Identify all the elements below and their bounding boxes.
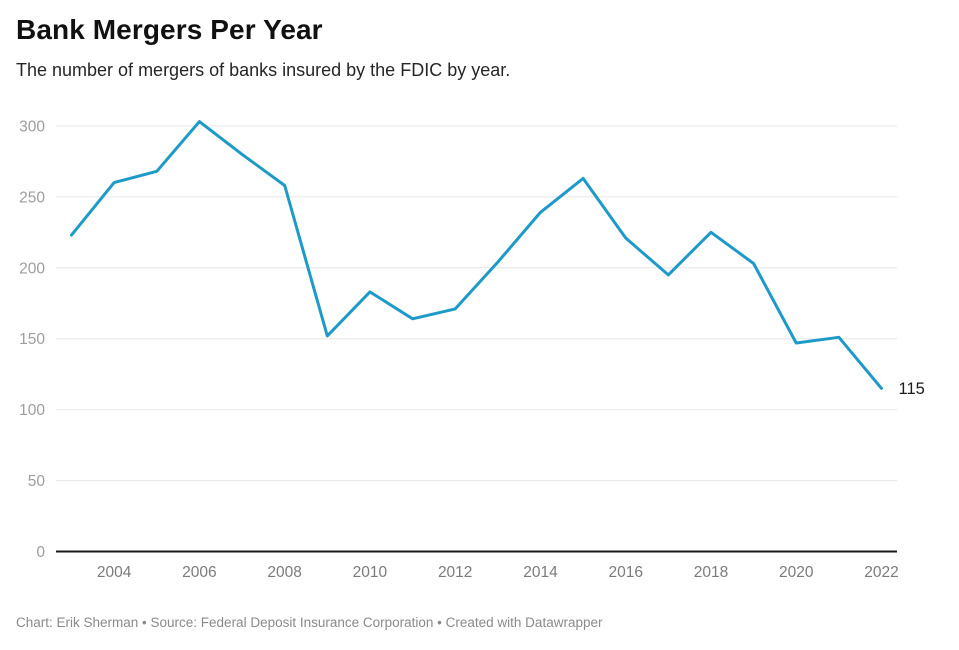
- chart-footer: Chart: Erik Sherman • Source: Federal De…: [16, 615, 603, 630]
- x-axis-tick-label: 2010: [353, 564, 388, 581]
- y-axis-tick-label: 50: [28, 473, 46, 490]
- x-axis-tick-label: 2022: [864, 564, 898, 581]
- y-axis-tick-label: 0: [36, 544, 45, 561]
- x-axis-tick-label: 2008: [267, 564, 301, 581]
- x-axis-tick-label: 2020: [779, 564, 814, 581]
- x-axis-tick-label: 2012: [438, 564, 472, 581]
- end-value-label: 115: [899, 380, 925, 398]
- chart-subtitle: The number of mergers of banks insured b…: [16, 60, 511, 80]
- x-axis-tick-label: 2004: [97, 564, 132, 581]
- y-axis-tick-label: 250: [19, 189, 45, 206]
- y-axis-tick-label: 100: [19, 402, 45, 419]
- y-axis-tick-label: 200: [19, 260, 45, 277]
- data-line: [70, 120, 883, 390]
- x-axis-tick-label: 2018: [694, 564, 728, 581]
- chart-title: Bank Mergers Per Year: [16, 14, 323, 45]
- x-axis-tick-label: 2014: [523, 564, 558, 581]
- y-axis-tick-label: 300: [19, 118, 45, 135]
- x-axis-tick-label: 2006: [182, 564, 216, 581]
- x-axis-tick-label: 2016: [608, 564, 642, 581]
- y-axis-tick-label: 150: [19, 331, 45, 348]
